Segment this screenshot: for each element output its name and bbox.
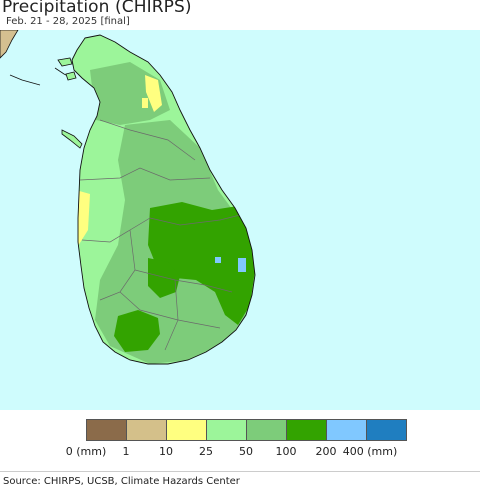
precipitation-map [0,30,480,410]
precip-zone-10-25-west [76,190,90,246]
mannar-island [61,129,83,149]
legend-swatch [327,420,367,440]
legend-tick-label: 50 [239,445,253,458]
footer-divider [0,471,480,472]
map-title: Precipitation (CHIRPS) [2,0,192,17]
map-subtitle: Feb. 21 - 28, 2025 [final] [6,16,130,27]
jaffna-islands [57,57,77,81]
legend-swatch [207,420,247,440]
sri-lanka [72,35,255,364]
precip-zone-100-200-west [148,258,180,298]
legend-swatch [367,420,406,440]
legend-swatch [167,420,207,440]
legend-tick-label: 400 (mm) [342,445,398,458]
precip-zone-100-200-south [114,310,160,352]
island-outline [71,34,256,365]
precip-zone-200-400-b [215,257,221,263]
source-credit: Source: CHIRPS, UCSB, Climate Hazards Ce… [3,476,240,487]
legend-tick-label: 100 [275,445,297,458]
legend-swatch [287,420,327,440]
precip-zone-10-25-north [145,75,162,112]
legend-tick-label: 0 (mm) [65,445,107,458]
precip-zone-100-200-east [148,202,255,325]
legend-color-bar [86,419,407,441]
legend-tick-label: 1 [122,445,130,458]
legend-tick-label: 10 [159,445,173,458]
legend-tick-label: 200 [315,445,337,458]
legend-swatch [87,420,127,440]
legend-swatch [127,420,167,440]
province-boundaries [79,119,241,351]
precip-zone-10-25-northcenter [142,98,148,108]
india-coast [0,30,19,59]
precip-zone-200-400-a [238,258,246,272]
legend-swatch [247,420,287,440]
legend-tick-label: 25 [199,445,213,458]
